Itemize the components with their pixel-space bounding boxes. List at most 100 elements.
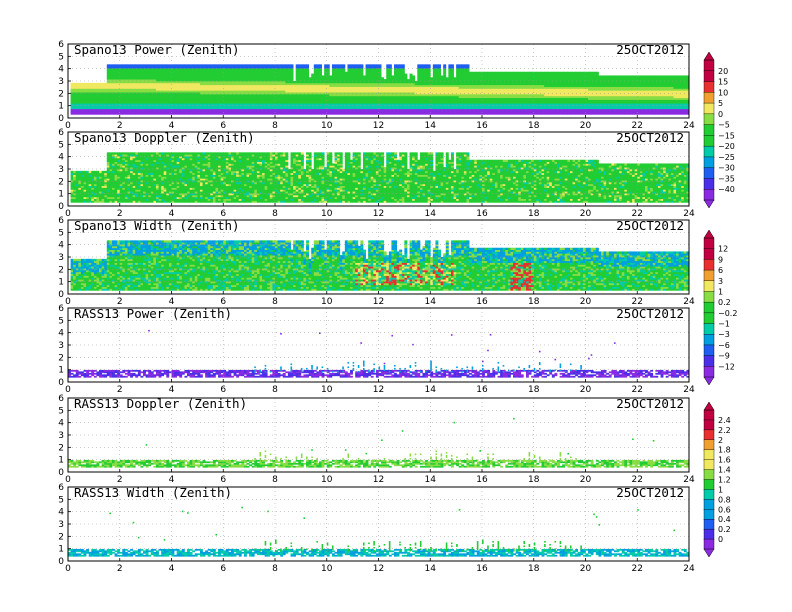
colorbar-tick-label: 20 bbox=[718, 67, 728, 76]
x-tick-label: 0 bbox=[65, 475, 71, 485]
colorbar-tick-label: −30 bbox=[718, 164, 735, 173]
panel-date: 25OCT2012 bbox=[616, 130, 684, 145]
x-tick-label: 8 bbox=[272, 121, 278, 131]
colorbar-min-arrow bbox=[704, 200, 714, 208]
colorbar-tick-label: −0.2 bbox=[718, 309, 737, 318]
colorbar-tick-label: −6 bbox=[718, 341, 730, 350]
y-tick-label: 2 bbox=[58, 177, 64, 187]
x-tick-label: 24 bbox=[683, 297, 695, 307]
y-tick-label: 2 bbox=[58, 89, 64, 99]
colorbar-tick-label: 1 bbox=[718, 485, 723, 494]
x-tick-label: 4 bbox=[169, 475, 175, 485]
x-tick-label: 14 bbox=[425, 475, 437, 485]
x-tick-label: 12 bbox=[373, 297, 384, 307]
y-tick-label: 3 bbox=[58, 520, 64, 530]
y-tick-label: 5 bbox=[58, 140, 64, 150]
y-tick-label: 2 bbox=[58, 532, 64, 542]
x-tick-label: 2 bbox=[117, 475, 123, 485]
x-tick-label: 16 bbox=[476, 209, 488, 219]
panel-date: 25OCT2012 bbox=[616, 42, 684, 57]
y-tick-label: 0 bbox=[58, 202, 64, 212]
x-tick-label: 16 bbox=[476, 297, 488, 307]
x-tick-label: 12 bbox=[373, 385, 384, 395]
colorbar-tick-label: 2.4 bbox=[718, 416, 731, 425]
y-tick-label: 2 bbox=[58, 443, 64, 453]
panel-title: RASS13 Width (Zenith) bbox=[74, 485, 232, 500]
y-tick-label: 5 bbox=[58, 406, 64, 416]
x-tick-label: 8 bbox=[272, 475, 278, 485]
y-tick-label: 4 bbox=[58, 241, 64, 251]
y-tick-label: 3 bbox=[58, 431, 64, 441]
y-tick-label: 2 bbox=[58, 265, 64, 275]
colorbar-min-arrow bbox=[704, 377, 714, 385]
y-tick-label: 5 bbox=[58, 52, 64, 62]
colorbar-max-arrow bbox=[704, 52, 714, 60]
panel-title: Spano13 Power (Zenith) bbox=[74, 42, 240, 57]
colorbar-tick-label: −1 bbox=[718, 320, 730, 329]
x-tick-label: 16 bbox=[476, 564, 488, 574]
x-tick-label: 20 bbox=[580, 564, 592, 574]
y-tick-label: 2 bbox=[58, 353, 64, 363]
y-tick-label: 1 bbox=[58, 102, 64, 112]
colorbar-tick-label: 6 bbox=[718, 266, 723, 275]
x-tick-label: 10 bbox=[321, 385, 333, 395]
x-tick-label: 2 bbox=[117, 385, 123, 395]
y-tick-label: 1 bbox=[58, 190, 64, 200]
colorbar-tick-label: 12 bbox=[718, 245, 728, 254]
x-tick-label: 22 bbox=[632, 385, 643, 395]
x-tick-label: 24 bbox=[683, 564, 695, 574]
y-tick-label: 6 bbox=[58, 483, 64, 493]
colorbar-max-arrow bbox=[704, 230, 714, 238]
colorbar-tick-label: 3 bbox=[718, 277, 723, 286]
y-tick-label: 1 bbox=[58, 366, 64, 376]
x-tick-label: 10 bbox=[321, 209, 333, 219]
colorbar-tick-label: −25 bbox=[718, 153, 735, 162]
x-tick-label: 0 bbox=[65, 564, 71, 574]
data-field bbox=[71, 64, 690, 114]
y-tick-label: 0 bbox=[58, 114, 64, 124]
colorbar-tick-label: −5 bbox=[718, 121, 730, 130]
x-tick-label: 24 bbox=[683, 385, 695, 395]
y-tick-label: 1 bbox=[58, 456, 64, 466]
y-tick-label: 3 bbox=[58, 253, 64, 263]
y-tick-label: 0 bbox=[58, 290, 64, 300]
panel-title: RASS13 Power (Zenith) bbox=[74, 306, 232, 321]
colorbar-tick-label: −15 bbox=[718, 131, 735, 140]
x-tick-label: 10 bbox=[321, 297, 333, 307]
y-tick-label: 6 bbox=[58, 216, 64, 226]
x-tick-label: 6 bbox=[220, 475, 226, 485]
colorbar-tick-label: −35 bbox=[718, 174, 735, 183]
x-tick-label: 0 bbox=[65, 385, 71, 395]
panel-date: 25OCT2012 bbox=[616, 218, 684, 233]
y-tick-label: 4 bbox=[58, 419, 64, 429]
data-field bbox=[71, 240, 690, 290]
panel-title: RASS13 Doppler (Zenith) bbox=[74, 396, 247, 411]
colorbar-tick-label: −3 bbox=[718, 330, 730, 339]
x-tick-label: 14 bbox=[425, 385, 437, 395]
y-tick-label: 3 bbox=[58, 77, 64, 87]
x-tick-label: 14 bbox=[425, 121, 437, 131]
colorbar-tick-label: 2.2 bbox=[718, 426, 731, 435]
x-tick-label: 14 bbox=[425, 297, 437, 307]
colorbar-tick-label: 1.8 bbox=[718, 446, 731, 455]
y-tick-label: 3 bbox=[58, 341, 64, 351]
colorbar-tick-label: 0 bbox=[718, 535, 723, 544]
colorbar-tick-label: 0.2 bbox=[718, 525, 731, 534]
colorbar-tick-label: 1.2 bbox=[718, 476, 731, 485]
colorbar-min-arrow bbox=[704, 549, 714, 557]
colorbar-tick-label: −12 bbox=[718, 362, 735, 371]
y-tick-label: 4 bbox=[58, 508, 64, 518]
x-tick-label: 16 bbox=[476, 121, 488, 131]
colorbar-tick-label: 0 bbox=[718, 110, 723, 119]
y-tick-label: 5 bbox=[58, 316, 64, 326]
panel-date: 25OCT2012 bbox=[616, 396, 684, 411]
colorbar-tick-label: −9 bbox=[718, 352, 730, 361]
x-tick-label: 20 bbox=[580, 297, 592, 307]
x-tick-label: 14 bbox=[425, 209, 437, 219]
